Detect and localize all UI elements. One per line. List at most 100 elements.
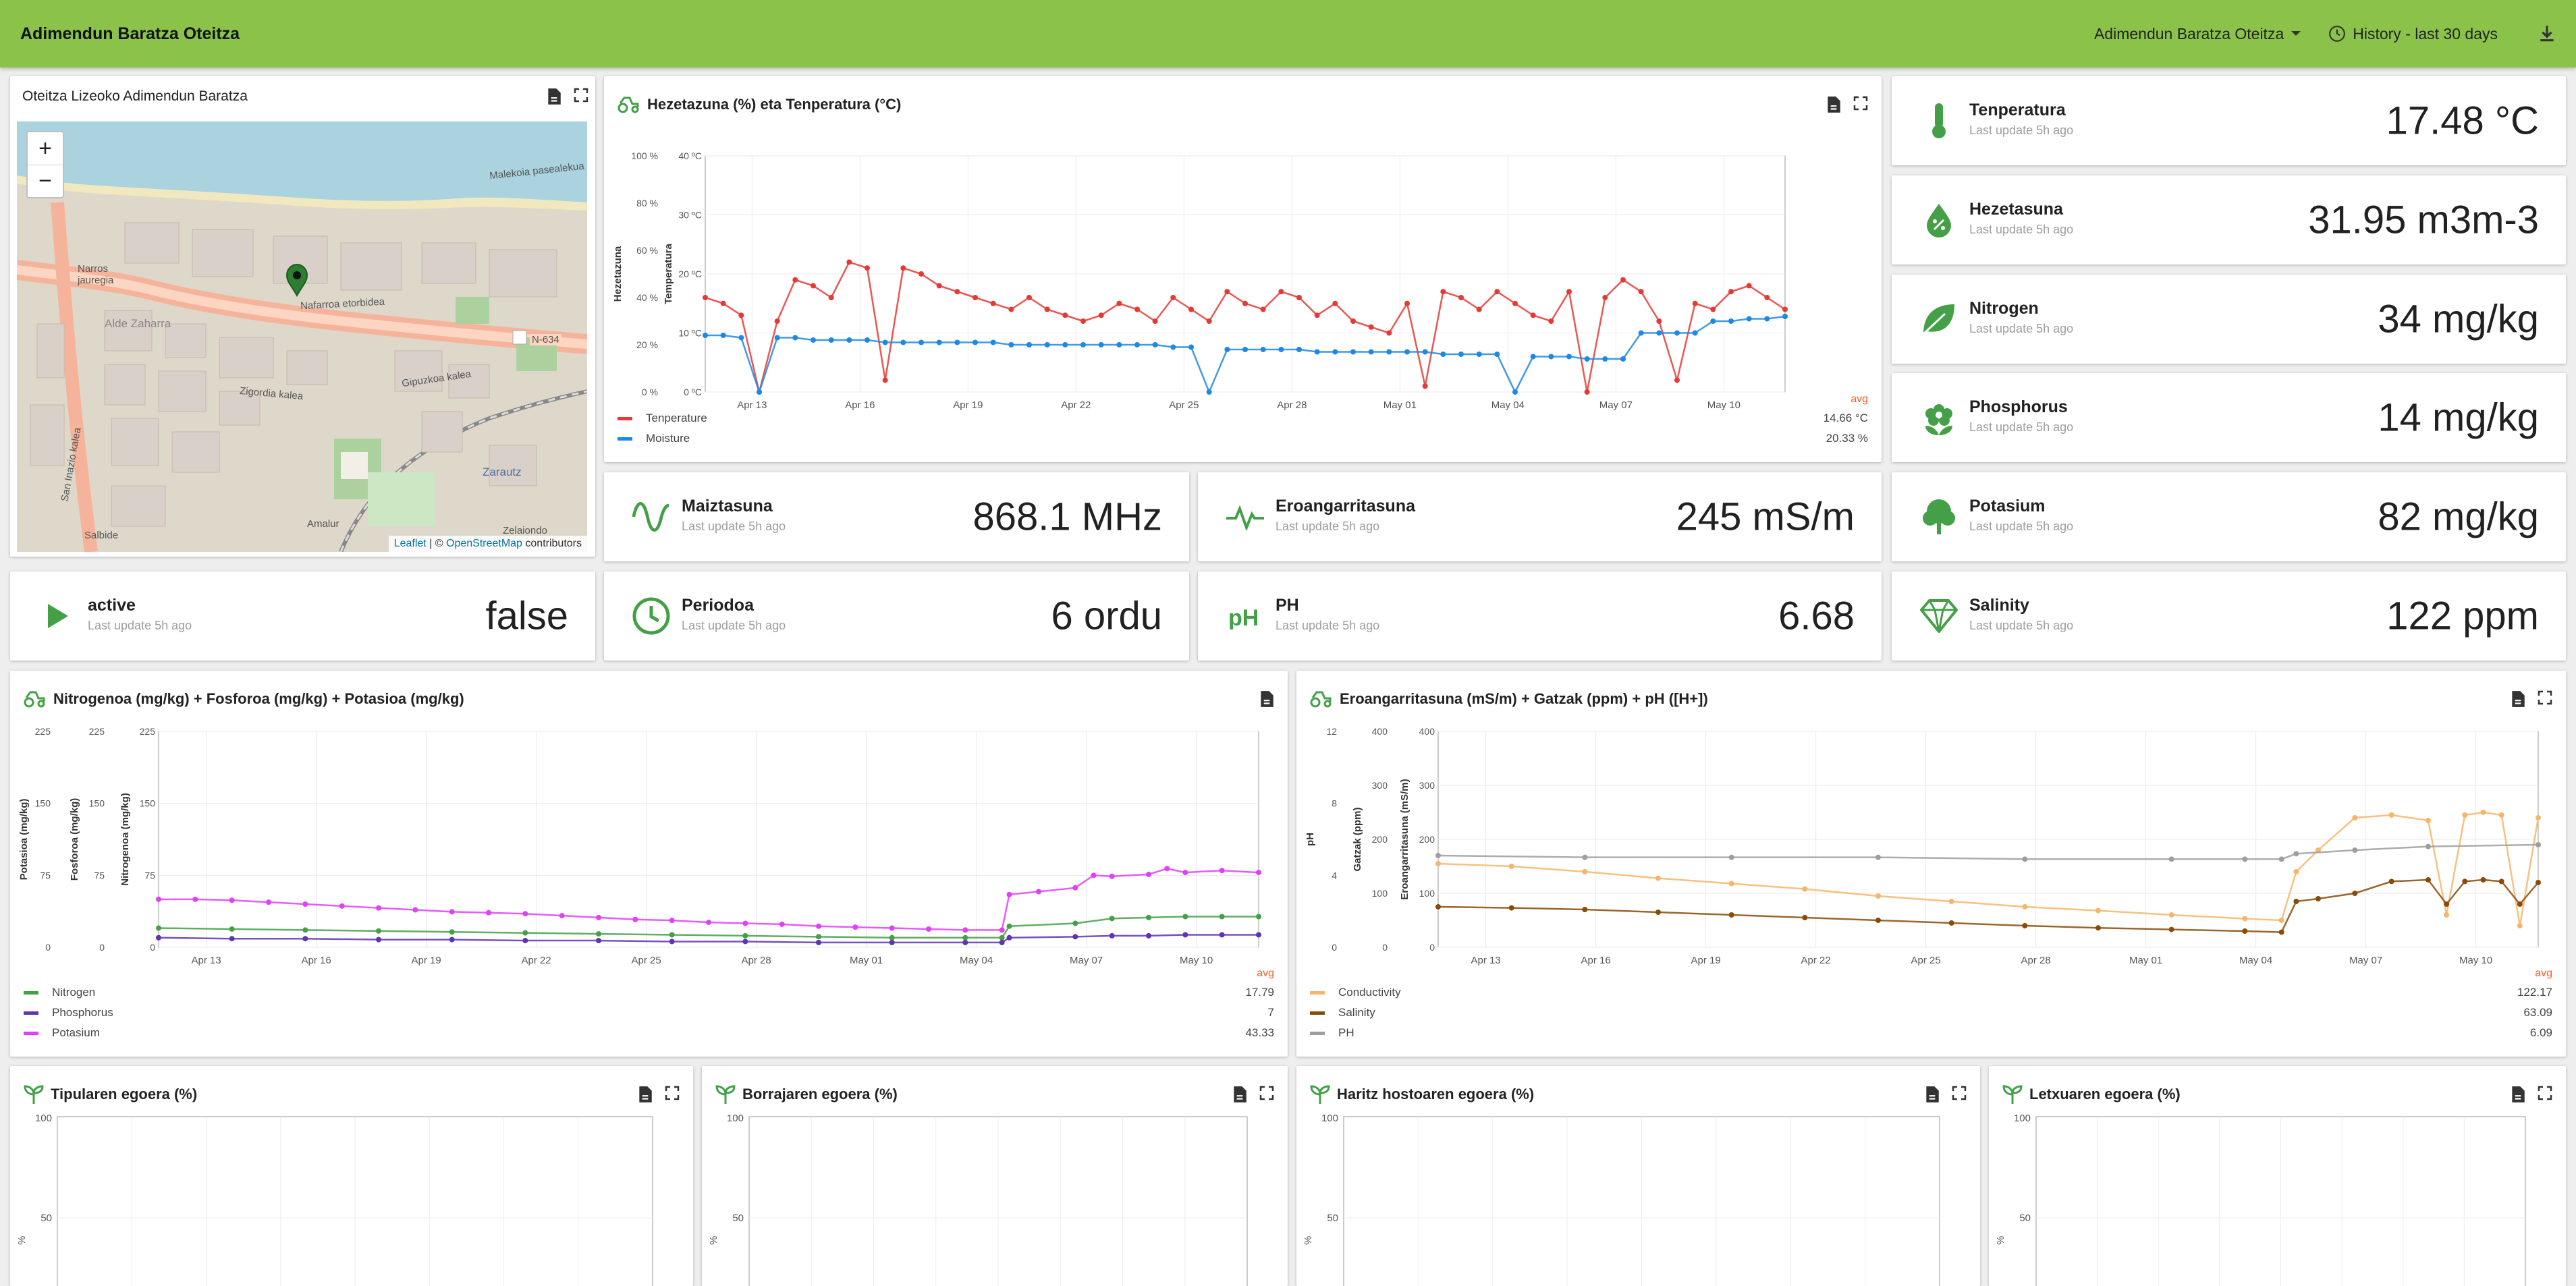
fullscreen-icon[interactable] bbox=[1853, 96, 1868, 111]
y-tick-label: 225 bbox=[35, 726, 51, 737]
export-icon[interactable] bbox=[1232, 1086, 1247, 1103]
tipula-chart[interactable]: 100 50% bbox=[10, 1113, 693, 1286]
data-point bbox=[882, 377, 888, 383]
x-tick-label: Apr 13 bbox=[1471, 955, 1501, 966]
data-point bbox=[742, 939, 748, 945]
export-icon[interactable] bbox=[2511, 1086, 2525, 1103]
npk-chart[interactable]: Apr 13 Apr 16 Apr 19 Apr 22 Apr 25 Apr 28 May … bbox=[10, 718, 1288, 1001]
data-point bbox=[1036, 889, 1041, 895]
fullscreen-icon[interactable] bbox=[1259, 1086, 1274, 1100]
letxua-chart-card: Letxuaren egoera (%) 100 50% bbox=[1989, 1066, 2566, 1286]
legend-series-avg: 63.09 bbox=[2523, 1006, 2552, 1019]
temp-moisture-chart[interactable]: Apr 13 Apr 16 Apr 19 Apr 22 Apr 25 Apr 28 May … bbox=[604, 123, 1882, 434]
map-card: Oteitza Lizeoko Adimendun Baratza bbox=[10, 76, 595, 557]
letxua-chart[interactable]: 100 50% bbox=[1989, 1113, 2566, 1286]
export-icon[interactable] bbox=[1826, 96, 1841, 113]
nitrogen-value: 34 mg/kg bbox=[2378, 297, 2539, 341]
legend-item[interactable]: Nitrogen 17.79 bbox=[24, 982, 1274, 1003]
x-tick-label: May 10 bbox=[1180, 955, 1213, 966]
sprout-icon bbox=[24, 1085, 44, 1104]
data-point bbox=[865, 337, 870, 343]
maiztasuna-last-update: Last update 5h ago bbox=[682, 520, 786, 533]
data-point bbox=[1188, 344, 1194, 350]
data-point bbox=[2536, 880, 2541, 885]
phosphorus-value: 14 mg/kg bbox=[2378, 395, 2539, 440]
legend-item[interactable]: Moisture 20.33 % bbox=[618, 428, 1868, 449]
haritz-chart[interactable]: 100 50% bbox=[1296, 1113, 1980, 1286]
legend-item[interactable]: Phosphorus 7 bbox=[24, 1003, 1274, 1023]
export-icon[interactable] bbox=[2511, 690, 2525, 708]
data-point bbox=[816, 939, 821, 945]
data-point bbox=[828, 295, 834, 300]
data-point bbox=[1296, 295, 1302, 300]
data-point bbox=[1026, 295, 1032, 300]
fullscreen-icon[interactable] bbox=[574, 88, 588, 103]
data-point bbox=[1278, 289, 1284, 295]
data-point bbox=[1350, 318, 1356, 324]
data-point bbox=[742, 932, 748, 939]
data-point bbox=[1091, 872, 1097, 878]
fullscreen-icon[interactable] bbox=[665, 1086, 680, 1100]
data-point bbox=[792, 277, 798, 283]
y-tick-label: 100 bbox=[1372, 888, 1388, 899]
tractor-icon bbox=[24, 691, 45, 708]
y-tick-label: 0 bbox=[1429, 942, 1435, 953]
export-icon[interactable] bbox=[638, 1086, 653, 1103]
data-point bbox=[936, 283, 942, 289]
legend-series-name: Conductivity bbox=[1338, 986, 1401, 999]
y-tick-label: 75 bbox=[144, 870, 155, 880]
data-point bbox=[1494, 352, 1500, 357]
data-point bbox=[1256, 870, 1261, 876]
export-icon[interactable] bbox=[547, 88, 561, 105]
sprout-icon bbox=[715, 1085, 736, 1104]
periodoa-card: Periodoa Last update 5h ago 6 ordu bbox=[604, 571, 1189, 661]
map-tiles[interactable] bbox=[17, 121, 587, 552]
data-point bbox=[1332, 349, 1338, 355]
y-tick-label: 100 bbox=[2014, 1113, 2031, 1124]
data-point bbox=[2536, 842, 2541, 847]
data-point bbox=[703, 333, 708, 338]
y-tick-label: 225 bbox=[140, 726, 156, 737]
y-tick-label: 8 bbox=[1332, 798, 1337, 809]
legend-item[interactable]: Tenperature 14.66 °C bbox=[618, 408, 1868, 428]
data-point bbox=[1368, 349, 1374, 355]
zoom-in-button[interactable]: + bbox=[38, 135, 52, 161]
map-view[interactable]: Malekoia pasealekua Narros jauregia Nafa… bbox=[17, 121, 587, 552]
data-point bbox=[2022, 856, 2028, 862]
data-point bbox=[846, 337, 852, 343]
data-point bbox=[156, 896, 161, 902]
series-line bbox=[1437, 843, 2539, 860]
x-tick-label: Apr 16 bbox=[302, 955, 331, 966]
legend-item[interactable]: PH 6.09 bbox=[1310, 1023, 2552, 1043]
borraja-chart[interactable]: 100 50% bbox=[702, 1113, 1288, 1286]
download-button[interactable] bbox=[2538, 24, 2556, 43]
legend-item[interactable]: Potasium 43.33 bbox=[24, 1023, 1274, 1043]
series-line bbox=[158, 934, 1259, 944]
fullscreen-icon[interactable] bbox=[2538, 690, 2552, 705]
leaflet-link[interactable]: Leaflet bbox=[393, 538, 427, 549]
data-point bbox=[2095, 925, 2101, 931]
fullscreen-icon[interactable] bbox=[1952, 1086, 1967, 1100]
export-icon[interactable] bbox=[1925, 1086, 1940, 1103]
export-icon[interactable] bbox=[1259, 690, 1274, 708]
data-point bbox=[1422, 349, 1428, 355]
ec-salt-ph-chart[interactable]: Apr 13 Apr 16 Apr 19 Apr 22 Apr 25 Apr 28 May … bbox=[1296, 718, 2566, 1001]
y-tick-label: 0 bbox=[1382, 942, 1388, 953]
data-point bbox=[811, 337, 816, 343]
data-point bbox=[852, 924, 858, 930]
zoom-out-button[interactable]: − bbox=[28, 165, 63, 197]
legend-item[interactable]: Salinity 63.09 bbox=[1310, 1003, 2552, 1023]
dashboard-select[interactable]: Adimendun Baratza Oteitza bbox=[2094, 25, 2301, 43]
data-point bbox=[2462, 812, 2468, 818]
data-point bbox=[1458, 352, 1464, 357]
fullscreen-icon[interactable] bbox=[2538, 1086, 2552, 1100]
y-tick-label: 300 bbox=[1372, 780, 1388, 791]
history-timewindow[interactable]: History - last 30 days bbox=[2328, 25, 2498, 43]
data-point bbox=[1782, 306, 1788, 312]
data-point bbox=[2444, 912, 2450, 918]
nitrogen-last-update: Last update 5h ago bbox=[1969, 322, 2074, 335]
osm-link[interactable]: OpenStreetMap bbox=[446, 538, 522, 549]
map-label: Zelaiondo bbox=[503, 525, 547, 536]
chart-legend: avg Conductivity 122.17 Salinity 63.09 PH 6… bbox=[1310, 968, 2552, 1043]
legend-item[interactable]: Conductivity 122.17 bbox=[1310, 982, 2552, 1003]
